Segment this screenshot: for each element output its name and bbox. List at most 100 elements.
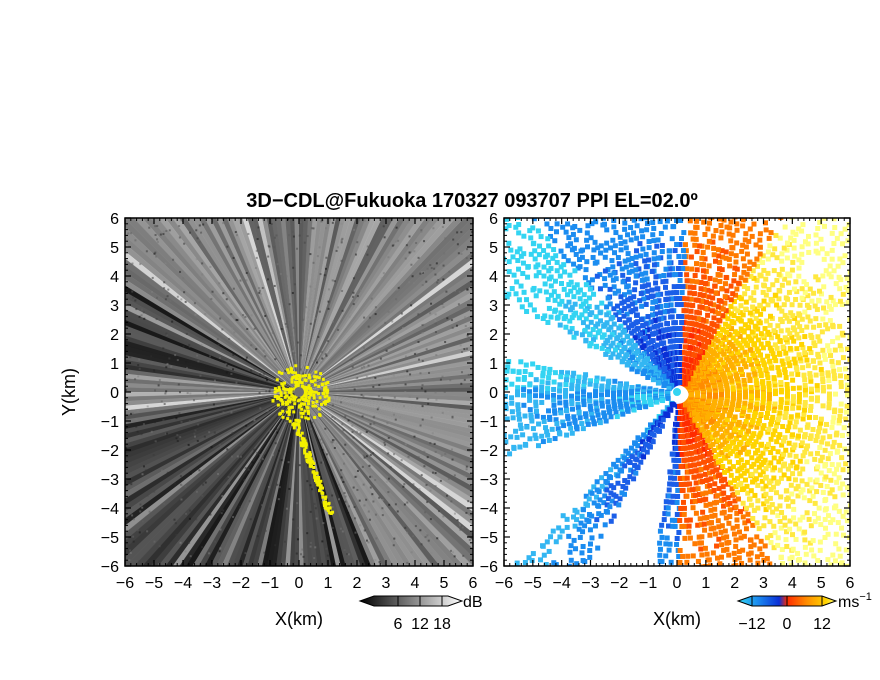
velocity-pixel [825, 326, 831, 332]
noise-pixel [405, 327, 408, 330]
velocity-pixel [826, 348, 832, 354]
noise-pixel [250, 337, 253, 340]
velocity-pixel [621, 356, 627, 362]
noise-pixel [326, 554, 329, 557]
noise-pixel [153, 490, 156, 493]
noise-pixel [417, 396, 420, 399]
velocity-pixel [852, 245, 857, 250]
velocity-pixel [522, 413, 528, 419]
velocity-pixel [871, 298, 876, 303]
clutter-pixel [301, 397, 305, 401]
noise-pixel [456, 519, 459, 522]
noise-pixel [427, 539, 430, 542]
noise-pixel [180, 484, 183, 487]
velocity-pixel [593, 219, 599, 225]
velocity-pixel [587, 548, 593, 554]
velocity-pixel [588, 408, 594, 414]
velocity-pixel [563, 603, 568, 608]
clutter-pixel [325, 388, 329, 392]
velocity-pixel [748, 385, 754, 391]
noise-pixel [353, 506, 356, 509]
velocity-pixel [573, 237, 579, 243]
clutter-pixel [314, 370, 318, 374]
noise-pixel [439, 378, 442, 381]
velocity-pixel [774, 345, 780, 351]
clutter-pixel [327, 399, 331, 403]
velocity-pixel [640, 439, 646, 445]
velocity-pixel [756, 204, 761, 209]
velocity-pixel [764, 371, 770, 377]
velocity-pixel [812, 365, 818, 371]
velocity-pixel [768, 230, 774, 236]
noise-pixel [468, 538, 471, 541]
noise-pixel [278, 486, 281, 489]
x-tick-label: 6 [469, 575, 478, 592]
velocity-pixel [808, 212, 813, 217]
velocity-pixel [593, 383, 599, 389]
velocity-pixel [727, 373, 733, 379]
noise-pixel [281, 562, 284, 565]
velocity-pixel [845, 288, 850, 294]
velocity-pixel [642, 218, 648, 221]
noise-pixel [429, 489, 432, 492]
velocity-pixel [692, 242, 698, 248]
velocity-pixel [686, 320, 692, 326]
noise-pixel [442, 264, 445, 267]
noise-pixel [356, 430, 359, 433]
noise-pixel [441, 303, 444, 306]
velocity-pixel [694, 249, 700, 255]
velocity-pixel [658, 322, 664, 328]
velocity-pixel [574, 568, 579, 573]
velocity-pixel [738, 366, 744, 372]
velocity-pixel [689, 266, 695, 272]
velocity-pixel [742, 388, 748, 394]
velocity-pixel [554, 259, 560, 265]
velocity-pixel [784, 247, 790, 253]
velocity-pixel [844, 346, 850, 352]
velocity-pixel [514, 560, 520, 566]
velocity-pixel [646, 245, 652, 251]
velocity-pixel [864, 349, 869, 354]
velocity-pixel [671, 152, 676, 157]
noise-pixel [374, 559, 377, 562]
velocity-pixel [545, 297, 551, 303]
velocity-pixel [715, 304, 721, 310]
noise-pixel [311, 488, 314, 491]
velocity-pixel [765, 182, 770, 187]
noise-pixel [238, 505, 241, 508]
velocity-pixel [726, 340, 732, 346]
velocity-pixel [692, 327, 698, 333]
noise-pixel [402, 405, 405, 408]
velocity-pixel [644, 276, 650, 282]
reflectivity-ray [226, 392, 299, 566]
velocity-pixel [708, 288, 714, 294]
velocity-pixel [511, 445, 517, 451]
velocity-pixel [728, 297, 734, 303]
velocity-pixel [578, 303, 584, 309]
noise-pixel [372, 416, 375, 419]
velocity-pixel [614, 167, 619, 172]
clutter-pixel [290, 380, 294, 384]
clutter-pixel [293, 387, 297, 391]
velocity-pixel [793, 231, 799, 237]
velocity-pixel [724, 288, 730, 294]
clutter-pixel [293, 380, 297, 384]
velocity-pixel [851, 392, 856, 397]
velocity-pixel [571, 261, 577, 267]
velocity-pixel [671, 320, 677, 326]
velocity-pixel [766, 286, 772, 292]
clutter-pixel [323, 497, 327, 501]
velocity-pixel [505, 364, 511, 370]
noise-pixel [343, 492, 346, 495]
noise-pixel [157, 563, 160, 566]
velocity-pixel [742, 291, 748, 297]
velocity-pixel [551, 289, 557, 295]
noise-pixel [264, 314, 267, 317]
noise-pixel [319, 438, 322, 441]
clutter-pixel [321, 377, 325, 381]
velocity-pixel [521, 402, 527, 408]
velocity-pixel [576, 410, 582, 416]
velocity-pixel [657, 528, 663, 534]
velocity-pixel [682, 332, 688, 338]
clutter-pixel [287, 396, 291, 400]
